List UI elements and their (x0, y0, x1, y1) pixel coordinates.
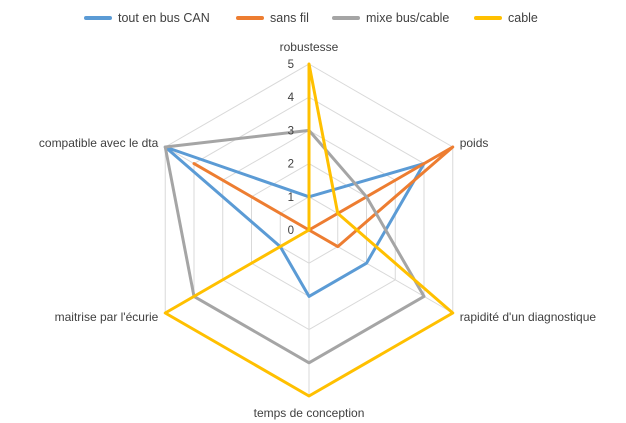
axis-label-rapidite-d-un-diagnostique: rapidité d'un diagnostique (460, 310, 597, 324)
series-line-sans-fil (192, 145, 455, 249)
tick-label: 1 (288, 192, 294, 204)
legend-swatch (236, 16, 264, 20)
tick-label: 4 (288, 92, 295, 104)
legend-swatch (474, 16, 502, 20)
legend-swatch (332, 16, 360, 20)
legend-label: mixe bus/cable (366, 11, 450, 25)
axis-label-temps-de-conception: temps de conception (254, 406, 365, 420)
axis-labels: robustesse poids rapidité d'un diagnostiqu… (39, 40, 597, 420)
chart-legend: tout en bus CAN sans fil mixe bus/cable … (0, 8, 626, 28)
legend-item-sans-fil: sans fil (236, 8, 309, 28)
legend-item-tout-en-bus-can: tout en bus CAN (84, 8, 210, 28)
radar-series (163, 62, 455, 398)
axis-label-maitrise-par-l-ecurie: maitrise par l'écurie (55, 310, 159, 324)
axis-label-poids: poids (460, 136, 489, 150)
series-line-cable (163, 62, 455, 398)
legend-label: cable (508, 11, 538, 25)
legend-item-mixe-bus-cable: mixe bus/cable (332, 8, 449, 28)
tick-labels: 0 1 2 3 4 5 (288, 59, 295, 237)
legend-swatch (84, 16, 112, 20)
axis-label-compatible-avec-le-dta: compatible avec le dta (39, 136, 159, 150)
legend-label: tout en bus CAN (118, 11, 210, 25)
tick-label: 3 (288, 125, 294, 137)
tick-label: 5 (288, 59, 294, 71)
series-line-mixe-bus-cable (163, 128, 426, 365)
tick-label: 0 (288, 225, 294, 237)
tick-label: 2 (288, 159, 294, 171)
legend-item-cable: cable (474, 8, 538, 28)
axis-label-robustesse: robustesse (280, 40, 339, 54)
legend-label: sans fil (270, 11, 309, 25)
